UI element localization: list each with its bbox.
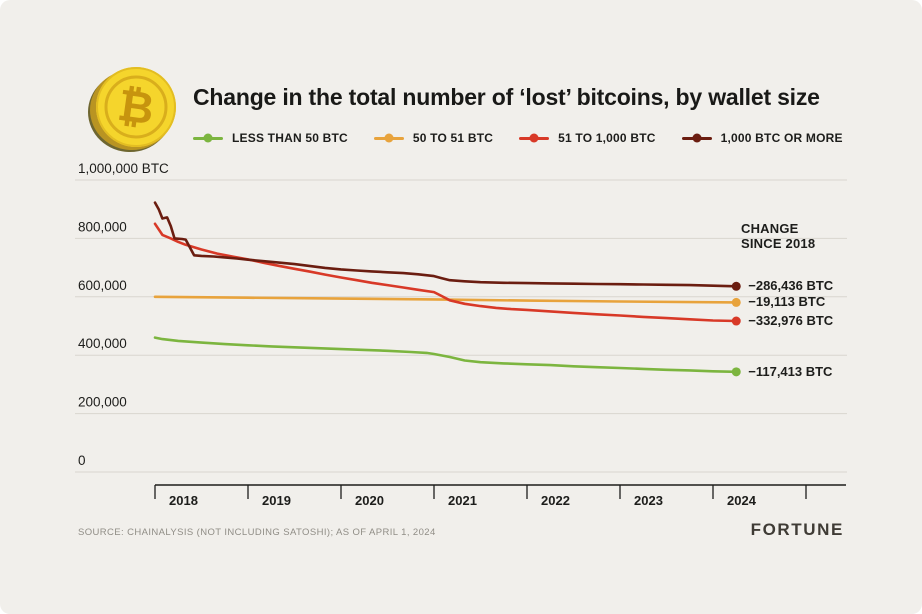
legend-line-dot-icon — [519, 133, 550, 143]
x-axis-tick-label: 2020 — [355, 493, 384, 508]
y-axis-tick-label: 200,000 — [78, 395, 127, 410]
legend-line-dot-icon — [681, 133, 712, 143]
svg-text:₿: ₿ — [115, 80, 158, 135]
x-axis-tick-label: 2023 — [634, 493, 663, 508]
change-value-1000-btc-or-more: −286,436 BTC — [748, 278, 834, 294]
legend-line-dot-icon — [373, 133, 404, 143]
legend-item-less-than-50-btc: LESS THAN 50 BTC — [193, 131, 348, 145]
x-axis-tick-label: 2024 — [727, 493, 757, 508]
series-end-dot-2 — [731, 316, 741, 326]
legend-item-50-to-51-btc: 50 TO 51 BTC — [373, 131, 494, 145]
series-end-dot-3 — [731, 281, 741, 291]
x-axis-tick-label: 2021 — [448, 493, 477, 508]
x-axis-tick-label: 2018 — [169, 493, 198, 508]
series-end-dot-0 — [731, 367, 741, 377]
legend-label: LESS THAN 50 BTC — [232, 131, 348, 145]
y-axis-tick-label: 400,000 — [78, 336, 127, 351]
change-since-2018-line1: CHANGE — [741, 221, 799, 236]
legend: LESS THAN 50 BTC 50 TO 51 BTC 51 TO 1,00… — [193, 131, 843, 145]
source-note: SOURCE: CHAINALYSIS (NOT INCLUDING SATOS… — [78, 527, 436, 538]
y-axis-tick-label: 600,000 — [78, 278, 127, 293]
legend-label: 51 TO 1,000 BTC — [558, 131, 656, 145]
bitcoin-coin-icon: ₿ — [86, 64, 182, 156]
x-axis-tick-label: 2022 — [541, 493, 570, 508]
change-value-50-to-51-btc: −19,113 BTC — [748, 294, 826, 310]
change-since-2018-label: CHANGE SINCE 2018 — [741, 221, 815, 251]
legend-line-dot-icon — [193, 133, 223, 143]
legend-label: 50 TO 51 BTC — [412, 131, 494, 145]
series-line-1 — [153, 295, 738, 304]
chart-title: Change in the total number of ‘lost’ bit… — [193, 84, 820, 110]
y-axis-tick-label: 800,000 — [78, 219, 127, 234]
series-line-2 — [153, 222, 738, 323]
y-axis-tick-label: 1,000,000 BTC — [78, 161, 169, 176]
legend-item-51-to-1000-btc: 51 TO 1,000 BTC — [519, 131, 656, 145]
change-value-51-to-1000-btc: −332,976 BTC — [748, 313, 834, 329]
series-end-dot-1 — [731, 297, 741, 307]
legend-item-1000-btc-or-more: 1,000 BTC OR MORE — [681, 131, 843, 145]
fortune-logo: FORTUNE — [750, 520, 844, 539]
change-value-less-than-50-btc: −117,413 BTC — [748, 363, 833, 379]
legend-label: 1,000 BTC OR MORE — [720, 131, 843, 145]
change-since-2018-line2: SINCE 2018 — [741, 236, 816, 251]
y-axis-tick-label: 0 — [78, 453, 86, 468]
series-line-0 — [153, 336, 738, 374]
x-axis-tick-label: 2019 — [262, 493, 291, 508]
series-line-3 — [153, 201, 738, 288]
